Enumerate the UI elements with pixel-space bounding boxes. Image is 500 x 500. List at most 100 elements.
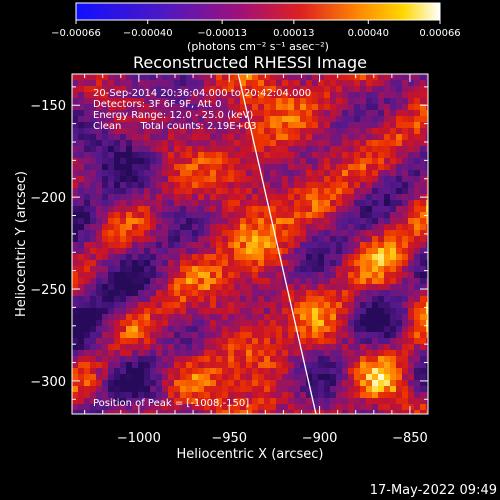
heatmap-cell: [396, 368, 402, 374]
heatmap-cell: [312, 332, 318, 338]
heatmap-cell: [234, 170, 240, 176]
heatmap-cell: [312, 158, 318, 164]
heatmap-cell: [372, 398, 378, 404]
heatmap-cell: [264, 86, 270, 92]
heatmap-cell: [78, 218, 84, 224]
heatmap-cell: [168, 332, 174, 338]
heatmap-cell: [144, 200, 150, 206]
heatmap-cell: [300, 188, 306, 194]
heatmap-cell: [264, 182, 270, 188]
heatmap-cell: [126, 188, 132, 194]
heatmap-cell: [390, 338, 396, 344]
heatmap-cell: [360, 164, 366, 170]
heatmap-cell: [396, 236, 402, 242]
heatmap-cell: [192, 308, 198, 314]
heatmap-cell: [240, 134, 246, 140]
heatmap-cell: [312, 260, 318, 266]
heatmap-cell: [378, 176, 384, 182]
heatmap-cell: [360, 350, 366, 356]
heatmap-cell: [288, 314, 294, 320]
heatmap-cell: [354, 230, 360, 236]
heatmap-cell: [108, 152, 114, 158]
heatmap-cell: [294, 140, 300, 146]
heatmap-cell: [270, 92, 276, 98]
heatmap-cell: [72, 182, 78, 188]
heatmap-cell: [72, 200, 78, 206]
heatmap-cell: [186, 326, 192, 332]
heatmap-cell: [276, 392, 282, 398]
heatmap-cell: [318, 284, 324, 290]
colorbar-tick-label: −0.00066: [51, 28, 101, 39]
heatmap-cell: [282, 320, 288, 326]
heatmap-cell: [252, 314, 258, 320]
heatmap-cell: [138, 290, 144, 296]
heatmap-cell: [300, 362, 306, 368]
heatmap-cell: [414, 380, 420, 386]
heatmap-cell: [276, 326, 282, 332]
heatmap-cell: [246, 152, 252, 158]
heatmap-cell: [408, 326, 414, 332]
heatmap-cell: [324, 182, 330, 188]
heatmap-cell: [192, 110, 198, 116]
heatmap-cell: [108, 410, 114, 414]
y-tick-label: −150: [30, 99, 66, 114]
heatmap-cell: [84, 200, 90, 206]
heatmap-cell: [96, 368, 102, 374]
heatmap-cell: [156, 410, 162, 414]
heatmap-cell: [156, 188, 162, 194]
heatmap-cell: [84, 140, 90, 146]
heatmap-cell: [324, 278, 330, 284]
heatmap-cell: [402, 398, 408, 404]
heatmap-cell: [282, 218, 288, 224]
heatmap-cell: [72, 254, 78, 260]
heatmap-cell: [408, 338, 414, 344]
heatmap-cell: [192, 182, 198, 188]
heatmap-cell: [384, 284, 390, 290]
heatmap-cell: [258, 248, 264, 254]
heatmap-cell: [420, 368, 426, 374]
heatmap-cell: [420, 332, 426, 338]
heatmap-cell: [288, 290, 294, 296]
heatmap-cell: [366, 152, 372, 158]
heatmap-cell: [396, 332, 402, 338]
heatmap-cell: [198, 368, 204, 374]
heatmap-cell: [96, 206, 102, 212]
heatmap-cell: [228, 224, 234, 230]
heatmap-cell: [378, 290, 384, 296]
heatmap-cell: [300, 410, 306, 414]
heatmap-cell: [246, 332, 252, 338]
heatmap-cell: [210, 320, 216, 326]
heatmap-cell: [366, 296, 372, 302]
heatmap-cell: [168, 110, 174, 116]
heatmap-cell: [216, 308, 222, 314]
heatmap-cell: [252, 98, 258, 104]
heatmap-cell: [192, 176, 198, 182]
heatmap-cell: [96, 92, 102, 98]
heatmap-cell: [306, 164, 312, 170]
heatmap-cell: [126, 380, 132, 386]
heatmap-cell: [192, 344, 198, 350]
heatmap-cell: [354, 200, 360, 206]
heatmap-cell: [114, 314, 120, 320]
heatmap-cell: [132, 314, 138, 320]
heatmap-cell: [306, 218, 312, 224]
heatmap-cell: [162, 380, 168, 386]
heatmap-cell: [294, 152, 300, 158]
heatmap-cell: [96, 410, 102, 414]
heatmap-cell: [252, 380, 258, 386]
heatmap-cell: [174, 362, 180, 368]
heatmap-cell: [204, 404, 210, 410]
heatmap-cell: [348, 176, 354, 182]
heatmap-cell: [330, 380, 336, 386]
heatmap-cell: [252, 338, 258, 344]
heatmap-cell: [156, 338, 162, 344]
heatmap-cell: [78, 308, 84, 314]
heatmap-cell: [210, 86, 216, 92]
heatmap-cell: [252, 212, 258, 218]
heatmap-cell: [288, 338, 294, 344]
heatmap-cell: [228, 128, 234, 134]
heatmap-cell: [378, 170, 384, 176]
heatmap-cell: [384, 128, 390, 134]
heatmap-cell: [348, 182, 354, 188]
heatmap-cell: [126, 176, 132, 182]
